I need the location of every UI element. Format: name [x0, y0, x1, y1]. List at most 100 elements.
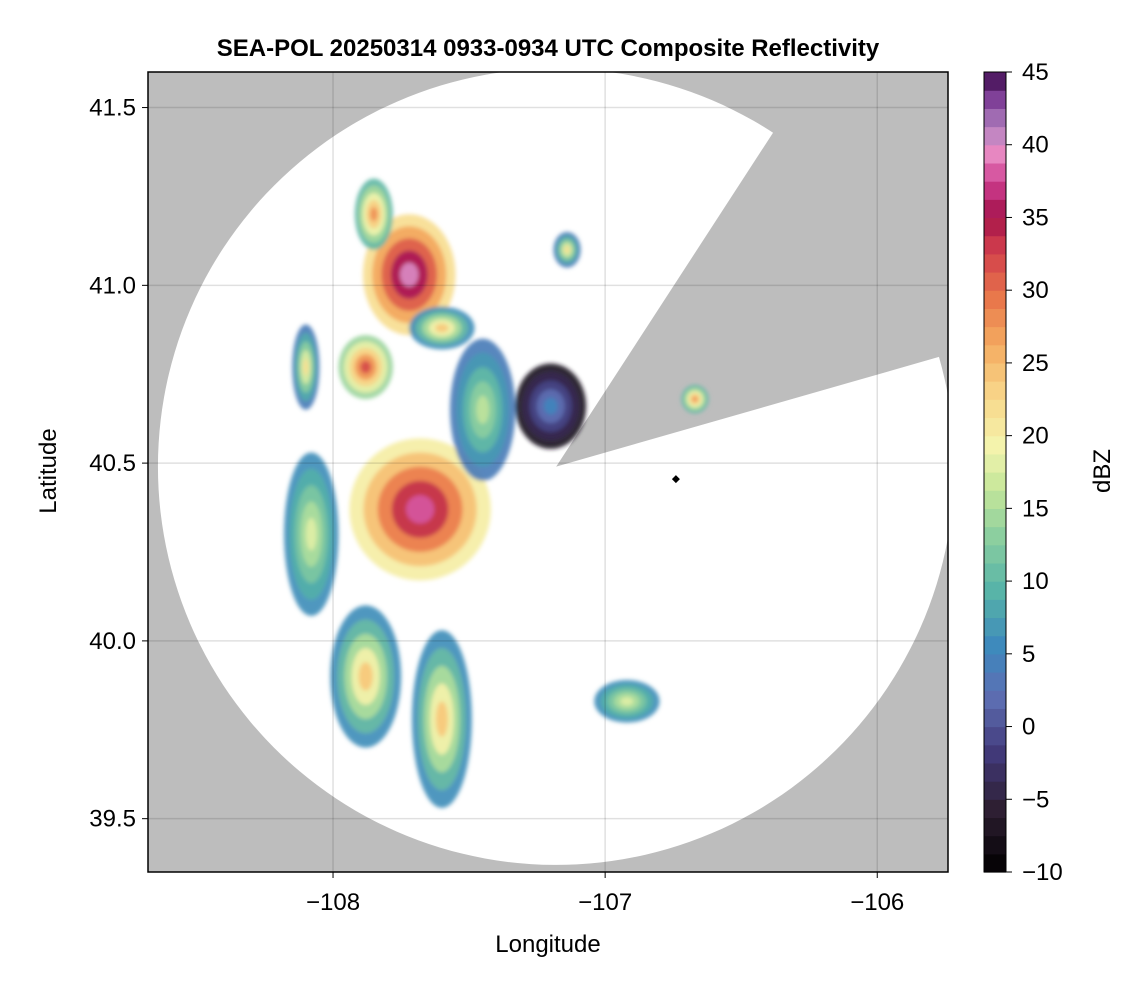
x-axis-label: Longitude: [495, 931, 600, 958]
x-tick-label: −106: [850, 889, 904, 916]
colorbar-band: [984, 235, 1006, 255]
echo-central-cell: [349, 438, 491, 581]
echo-southeast-cell: [594, 680, 660, 723]
x-axis-ticks: −108 −107 −106: [306, 872, 904, 916]
colorbar-tick-label: 25: [1022, 350, 1049, 377]
echo-northwest-arm: [354, 178, 393, 250]
colorbar-tick-label: 20: [1022, 423, 1049, 450]
colorbar-band: [984, 799, 1006, 819]
colorbar-band: [984, 599, 1006, 619]
echo-far-west-cell: [292, 324, 320, 410]
colorbar-band: [984, 653, 1006, 673]
colorbar-tick-label: 45: [1022, 59, 1049, 86]
colorbar-band: [984, 708, 1006, 728]
colorbar-tick-label: 5: [1022, 641, 1035, 668]
y-tick-label: 40.5: [89, 450, 136, 477]
echo-level: [564, 246, 570, 254]
colorbar-band: [984, 581, 1006, 600]
y-tick-label: 40.0: [89, 628, 136, 655]
colorbar-band: [984, 472, 1006, 491]
echo-level: [370, 207, 378, 222]
colorbar-band: [984, 562, 1006, 582]
colorbar-tick-label: −5: [1022, 786, 1049, 813]
colorbar-band: [984, 381, 1006, 400]
colorbar-band: [984, 108, 1006, 128]
echo-west-cell: [338, 335, 393, 400]
colorbar-band: [984, 544, 1006, 564]
colorbar-band: [984, 635, 1006, 655]
colorbar-band: [984, 781, 1006, 800]
colorbar-band: [984, 435, 1006, 455]
colorbar-ticks: −10 −5 0 5 10 15 20 25 30 35 40 45: [1006, 59, 1063, 886]
colorbar-band: [984, 453, 1006, 473]
colorbar-band: [984, 744, 1006, 764]
colorbar-band: [984, 508, 1006, 528]
x-tick-label: −108: [306, 889, 360, 916]
echo-level: [435, 323, 449, 333]
colorbar-band: [984, 144, 1006, 164]
echo-northwest-tail: [409, 306, 475, 350]
y-tick-label: 39.5: [89, 806, 136, 833]
echo-level: [435, 701, 448, 737]
echo-level: [305, 517, 317, 551]
colorbar-band: [984, 672, 1006, 691]
echo-level: [303, 358, 309, 376]
colorbar-band: [984, 290, 1006, 309]
colorbar-band: [984, 126, 1006, 146]
colorbar-band: [984, 253, 1006, 273]
plot-frame: [147, 71, 949, 873]
colorbar-band: [984, 326, 1006, 346]
colorbar-band: [984, 162, 1006, 182]
colorbar-band: [984, 853, 1006, 873]
y-tick-label: 41.0: [89, 272, 136, 299]
colorbar-frame: [983, 71, 1007, 873]
colorbar-tick-label: 0: [1022, 714, 1035, 741]
colorbar-band: [984, 399, 1006, 419]
colorbar-band: [984, 199, 1006, 219]
colorbar-band: [984, 617, 1006, 637]
echo-north-cell: [553, 232, 581, 268]
y-axis-label: Latitude: [35, 428, 62, 513]
colorbar-band: [984, 526, 1006, 546]
colorbar-band: [984, 490, 1006, 509]
colorbar-tick-label: −10: [1022, 859, 1063, 886]
echo-northwest-cell: [362, 214, 456, 336]
echo-north-band-east: [515, 363, 587, 449]
colorbar-band: [984, 344, 1006, 364]
colorbar-band: [984, 217, 1006, 237]
site-marker: [671, 475, 680, 484]
echo-east-cell: [681, 384, 709, 414]
colorbar-tick-label: 35: [1022, 204, 1049, 231]
echo-level: [358, 662, 373, 691]
echo-level: [405, 495, 435, 524]
colorbar-band: [984, 272, 1006, 291]
echo-level: [620, 697, 634, 706]
echo-central-north-band: [450, 338, 516, 481]
colorbar-label: dBZ: [1089, 449, 1116, 493]
colorbar-band: [984, 72, 1006, 91]
y-axis-ticks: 39.5 40.0 40.5 41.0 41.5: [89, 95, 148, 833]
colorbar: −10 −5 0 5 10 15 20 25 30 35 40 45 dBZ: [983, 59, 1116, 886]
colorbar-band: [984, 181, 1006, 200]
echo-level: [692, 396, 698, 402]
colorbar-band: [984, 762, 1006, 782]
echo-southwest-band: [284, 452, 339, 616]
echo-level: [360, 360, 372, 374]
chart-title: SEA-POL 20250314 0933-0934 UTC Composite…: [217, 35, 880, 62]
x-tick-label: −107: [578, 889, 632, 916]
echo-level: [476, 395, 490, 424]
echo-south-band-b: [411, 630, 472, 808]
echo-layer: [284, 178, 709, 808]
echo-level: [543, 397, 558, 415]
colorbar-band: [984, 817, 1006, 837]
colorbar-tick-label: 15: [1022, 495, 1049, 522]
colorbar-band: [984, 726, 1006, 746]
colorbar-band: [984, 417, 1006, 437]
colorbar-tick-label: 10: [1022, 568, 1049, 595]
colorbar-band: [984, 690, 1006, 709]
colorbar-band: [984, 835, 1006, 855]
colorbar-band: [984, 362, 1006, 382]
colorbar-band: [984, 308, 1006, 328]
plot-area: [147, 71, 949, 873]
